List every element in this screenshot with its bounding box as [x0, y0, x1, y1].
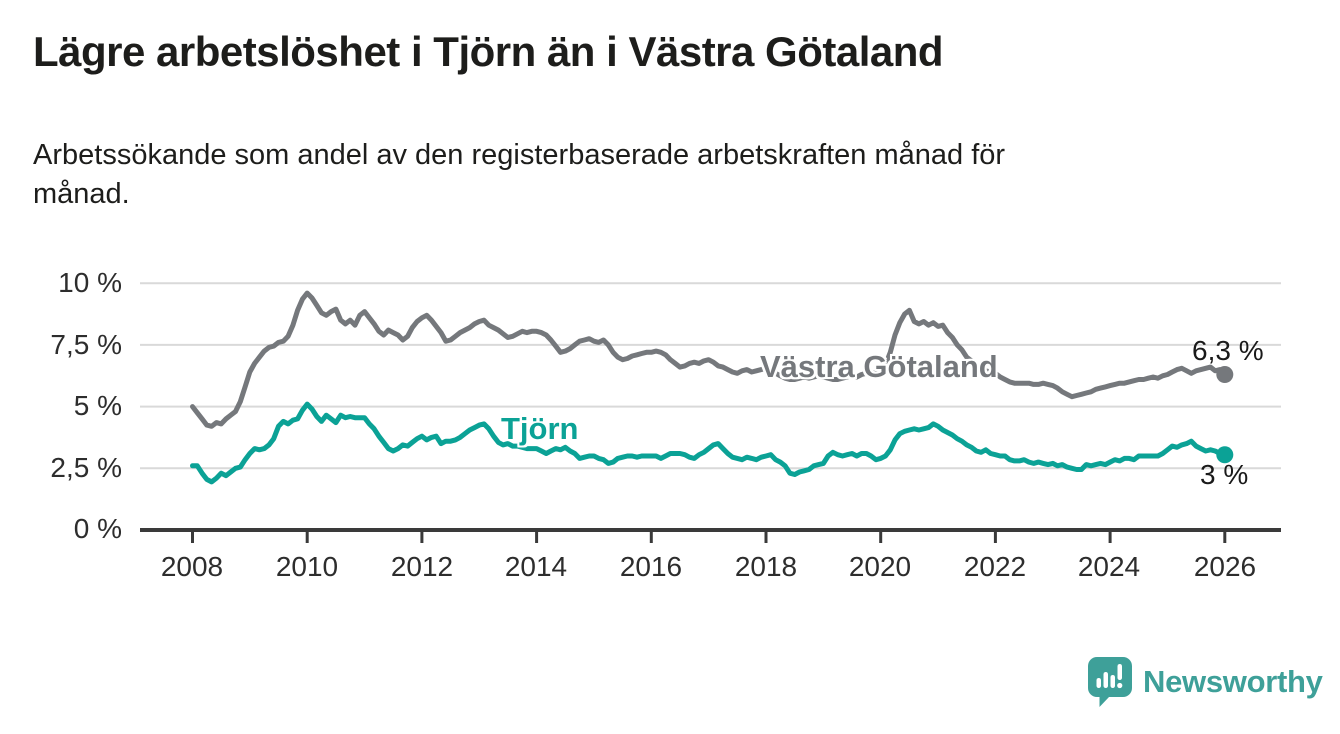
series-end-dot-0	[1216, 366, 1234, 384]
logo-bars	[1096, 664, 1123, 689]
newsworthy-logo: Newsworthy	[1087, 656, 1323, 708]
series-label-vastra-gotaland: Västra Götaland	[760, 349, 998, 384]
y-tick-label: 2,5 %	[50, 452, 122, 483]
x-tick-label: 2024	[1077, 551, 1141, 582]
x-tick-label: 2014	[504, 551, 568, 582]
page-title: Lägre arbetslöshet i Tjörn än i Västra G…	[33, 28, 944, 75]
series-end-dot-1	[1216, 446, 1234, 464]
y-tick-label: 5 %	[73, 390, 122, 421]
newsworthy-logo-icon	[1088, 657, 1132, 707]
x-tick-label: 2016	[619, 551, 683, 582]
series-label-tjorn: Tjörn	[501, 411, 579, 446]
speech-bubble-shape	[1088, 657, 1132, 707]
x-tick-label: 2012	[390, 551, 454, 582]
x-tick-label: 2020	[848, 551, 912, 582]
x-tick-label: 2026	[1193, 551, 1257, 582]
newsworthy-logo-text: Newsworthy	[1143, 664, 1323, 699]
y-tick-label: 0 %	[73, 513, 122, 544]
page-subtitle: Arbetssökande som andel av den registerb…	[33, 139, 1006, 210]
series-line-1	[190, 401, 1228, 485]
x-tick-label: 2010	[275, 551, 339, 582]
x-tick-label: 2008	[160, 551, 224, 582]
y-tick-label: 10 %	[58, 267, 122, 298]
y-tick-label: 7,5 %	[50, 329, 122, 360]
x-tick-label: 2018	[734, 551, 798, 582]
end-value-label-tjorn: 3 %	[1200, 459, 1249, 490]
x-tick-label: 2022	[963, 551, 1027, 582]
end-value-label-vastra-gotaland: 6,3 %	[1192, 335, 1264, 366]
series-line-0	[190, 290, 1228, 429]
